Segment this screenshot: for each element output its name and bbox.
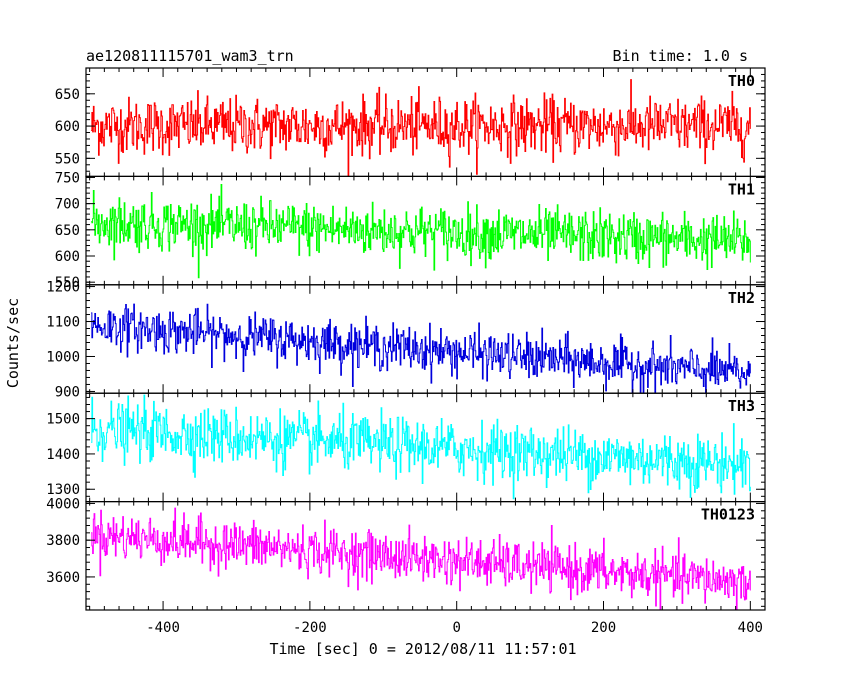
x-axis-label: Time [sec] 0 = 2012/08/11 11:57:01 bbox=[269, 640, 576, 658]
y-tick-label: 600 bbox=[55, 119, 80, 135]
y-tick-label: 1400 bbox=[46, 447, 80, 463]
x-tick-label: 0 bbox=[452, 620, 460, 636]
y-tick-label: 1100 bbox=[46, 315, 80, 331]
x-tick-label: 400 bbox=[738, 620, 763, 636]
y-tick-label: 550 bbox=[55, 151, 80, 167]
y-tick-label: 3800 bbox=[46, 533, 80, 549]
y-tick-label: 650 bbox=[55, 223, 80, 239]
x-tick-label: 200 bbox=[591, 620, 616, 636]
y-tick-label: 3600 bbox=[46, 570, 80, 586]
y-tick-label: 1300 bbox=[46, 482, 80, 498]
panel-th1: 550 600 650 700 750 TH1 bbox=[55, 170, 766, 291]
series-th0-line bbox=[91, 79, 751, 176]
y-tick-label: 1200 bbox=[46, 280, 80, 296]
panel-th2: 900 1000 1100 1200 TH2 bbox=[46, 280, 766, 400]
series-th1-line bbox=[91, 183, 751, 279]
y-tick-label: 1000 bbox=[46, 349, 80, 365]
series-th0123-line bbox=[91, 507, 751, 611]
chart-title: ae120811115701_wam3_trn bbox=[86, 47, 294, 65]
x-tick-label: -400 bbox=[146, 620, 180, 636]
panel-th0123: 3600 3800 4000 TH0123 bbox=[46, 496, 766, 611]
bin-time-label: Bin time: 1.0 s bbox=[613, 47, 748, 65]
panel-th3: 1300 1400 1500 TH3 bbox=[46, 392, 766, 503]
series-th3-line bbox=[91, 394, 751, 500]
y-tick-label: 1500 bbox=[46, 412, 80, 428]
y-tick-label: 600 bbox=[55, 249, 80, 265]
y-axis-label: Counts/sec bbox=[4, 298, 22, 388]
y-tick-label: 900 bbox=[55, 384, 80, 400]
y-tick-label: 700 bbox=[55, 197, 80, 213]
y-tick-label: 650 bbox=[55, 87, 80, 103]
series-th2-line bbox=[91, 303, 751, 394]
y-tick-label: 750 bbox=[55, 170, 80, 186]
panel-label: TH0 bbox=[728, 72, 755, 90]
y-tick-label: 4000 bbox=[46, 496, 80, 512]
panel-label: TH2 bbox=[728, 289, 755, 307]
x-axis: -400 -200 0 200 400 bbox=[146, 620, 763, 636]
panel-th0: 550 600 650 TH0 bbox=[55, 67, 766, 178]
panel-frame bbox=[85, 501, 766, 611]
x-tick-label: -200 bbox=[293, 620, 327, 636]
panels-group: 550 600 650 TH0 550 600 650 700 750 TH1 900 1000 110… bbox=[46, 67, 766, 611]
panel-label: TH0123 bbox=[701, 506, 755, 524]
panel-label: TH3 bbox=[728, 397, 755, 415]
panel-label: TH1 bbox=[728, 180, 755, 198]
y-tick-label: 550 bbox=[55, 275, 80, 291]
